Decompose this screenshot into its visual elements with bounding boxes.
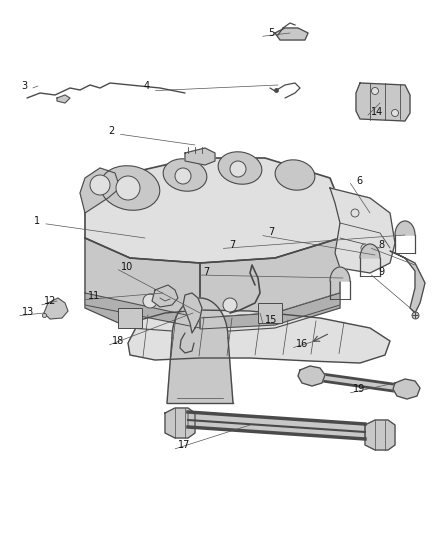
Polygon shape: [85, 293, 200, 328]
Polygon shape: [200, 293, 340, 329]
Polygon shape: [356, 83, 410, 121]
Text: 16: 16: [296, 339, 308, 349]
Circle shape: [361, 244, 369, 252]
Polygon shape: [80, 168, 120, 213]
Circle shape: [371, 87, 378, 94]
Text: 17: 17: [178, 440, 190, 450]
Polygon shape: [152, 285, 178, 307]
Text: 7: 7: [268, 227, 275, 237]
Text: 10: 10: [121, 262, 133, 271]
Text: 9: 9: [378, 267, 384, 277]
Text: 5: 5: [268, 28, 275, 38]
Ellipse shape: [100, 166, 160, 211]
Text: 1: 1: [34, 216, 40, 226]
Text: 6: 6: [356, 176, 362, 186]
Text: 18: 18: [112, 336, 124, 346]
Circle shape: [392, 109, 399, 117]
Text: 11: 11: [88, 291, 100, 301]
Text: 15: 15: [265, 315, 278, 325]
Circle shape: [175, 168, 191, 184]
Polygon shape: [85, 293, 340, 333]
Polygon shape: [167, 298, 233, 403]
Polygon shape: [330, 188, 395, 273]
Polygon shape: [57, 95, 70, 103]
Text: 3: 3: [21, 82, 27, 91]
Polygon shape: [44, 298, 68, 319]
Circle shape: [351, 209, 359, 217]
Polygon shape: [200, 238, 340, 318]
Ellipse shape: [275, 160, 315, 190]
Polygon shape: [390, 251, 425, 313]
Text: 14: 14: [371, 107, 383, 117]
Text: 13: 13: [22, 307, 35, 317]
Text: 4: 4: [144, 82, 150, 91]
Text: 2: 2: [109, 126, 115, 135]
Text: 7: 7: [229, 240, 235, 250]
Polygon shape: [128, 310, 390, 363]
Circle shape: [230, 161, 246, 177]
Text: 19: 19: [353, 384, 365, 394]
Polygon shape: [275, 28, 308, 40]
Circle shape: [116, 176, 140, 200]
Ellipse shape: [163, 159, 207, 191]
Text: 12: 12: [44, 296, 57, 306]
Polygon shape: [393, 379, 420, 399]
Polygon shape: [315, 373, 400, 392]
Polygon shape: [185, 148, 215, 165]
Polygon shape: [85, 158, 340, 263]
Polygon shape: [165, 408, 195, 438]
Polygon shape: [360, 244, 380, 258]
Ellipse shape: [218, 152, 262, 184]
Polygon shape: [365, 420, 395, 450]
Bar: [258, 303, 282, 323]
Polygon shape: [395, 221, 415, 235]
Circle shape: [90, 175, 110, 195]
Circle shape: [223, 298, 237, 312]
Text: 7: 7: [203, 267, 209, 277]
Text: 8: 8: [378, 240, 384, 250]
Bar: [118, 308, 142, 328]
Polygon shape: [188, 412, 365, 439]
Polygon shape: [85, 238, 200, 318]
Circle shape: [143, 294, 157, 308]
Polygon shape: [183, 293, 202, 333]
Polygon shape: [298, 366, 325, 386]
Polygon shape: [330, 267, 350, 281]
